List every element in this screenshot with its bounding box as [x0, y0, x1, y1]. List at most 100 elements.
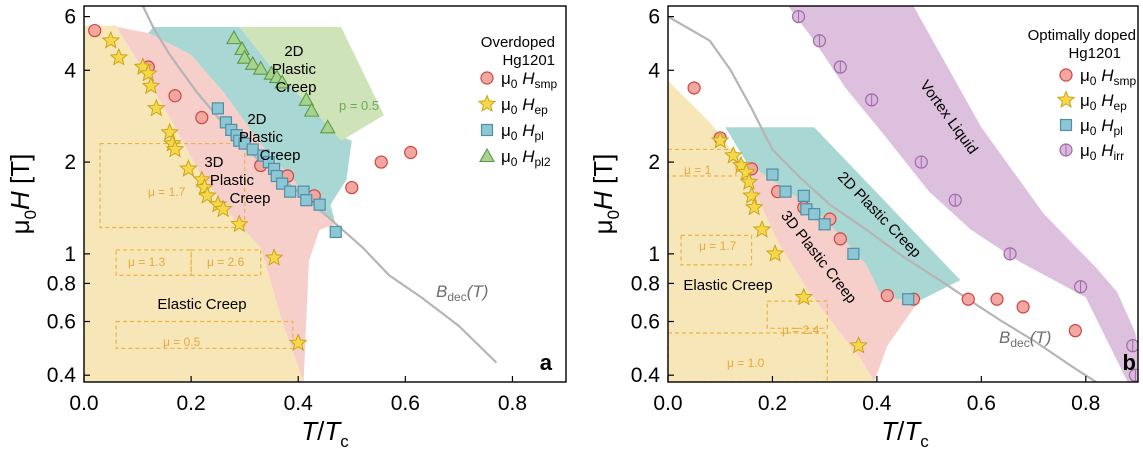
- panel-label-a: a: [540, 350, 553, 375]
- point-a-pl-15: [313, 198, 326, 211]
- x-tick-label-0.8: 0.8: [1071, 392, 1100, 415]
- point-b-pl-2: [797, 189, 810, 202]
- y-tick-label-6: 6: [64, 6, 76, 29]
- point-b-irr-4: [914, 155, 928, 169]
- x-tick-label-0.0: 0.0: [69, 392, 98, 415]
- point-a-smp-8: [374, 155, 388, 169]
- y-tick-label-2: 2: [64, 151, 76, 174]
- legend-label-pl2: μ0 Hpl2: [501, 147, 551, 169]
- point-a-pl2-7: [274, 74, 291, 89]
- region-elastic-a: [84, 25, 304, 382]
- legend-marker-ep: [477, 94, 497, 112]
- region-2d-pl2-a: [239, 26, 384, 141]
- legend-label-irr: μ0 Hirr: [1080, 141, 1124, 163]
- point-b-pl-6: [847, 247, 860, 260]
- mu-box-a-2: [190, 249, 262, 276]
- point-b-smp-9: [961, 292, 975, 306]
- annotation-mu13-a: μ = 1.3: [128, 255, 166, 269]
- point-a-pl-11: [276, 177, 289, 190]
- mu-box-b-2: [766, 300, 828, 329]
- point-a-pl2-10: [319, 119, 336, 134]
- point-b-pl-4: [808, 208, 821, 221]
- legend-marker-irr: [1059, 143, 1073, 157]
- region-label-3d-a: 3D Plastic Creep: [204, 154, 270, 207]
- ticks-b: 0.0 0.2 0.4 0.6 0.8 0.4 0.6 0.8 1 2 4 6: [631, 6, 1101, 415]
- y-axis-label-b: μ0H [T]: [588, 154, 623, 235]
- y-tick-label-4: 4: [648, 59, 660, 82]
- ticks-a: 0.0 0.2 0.4 0.6 0.8 0.4 0.6 0.8 1 2 4 6: [47, 6, 527, 415]
- x-tick-label-0.8: 0.8: [498, 392, 527, 415]
- point-a-smp-2: [168, 89, 182, 103]
- y-tick-label-1: 1: [64, 243, 76, 266]
- point-a-pl-12: [284, 185, 297, 198]
- point-b-irr-6: [1003, 247, 1017, 261]
- legend-title-a-line2: Hg1201: [502, 52, 555, 69]
- legend-label-pl: μ0 Hpl: [501, 121, 544, 143]
- panel-label-b: b: [1123, 350, 1136, 375]
- point-a-ep-15: [229, 214, 249, 233]
- legend-marker-pl2: [479, 147, 495, 163]
- point-a-smp-9: [404, 145, 418, 160]
- annotation-mu05-a: μ = 0.5: [163, 335, 201, 349]
- legend-b: μ0 Hsmp μ0 Hep μ0 Hpl μ0 Hirr: [1056, 66, 1136, 163]
- point-a-pl-14: [300, 194, 313, 207]
- point-a-pl2-2: [236, 49, 253, 64]
- point-b-smp-6: [833, 232, 847, 246]
- annotation-mu17-a: μ = 1.7: [148, 185, 186, 199]
- point-b-smp-12: [1068, 324, 1082, 338]
- y-tick-label-0.8: 0.8: [47, 272, 76, 295]
- region-label-elastic-b: Elastic Creep: [683, 277, 772, 294]
- x-tick-label-0.0: 0.0: [653, 392, 682, 415]
- point-b-ep-1: [723, 145, 743, 164]
- y-tick-label-2: 2: [648, 151, 660, 174]
- markers-a: [88, 23, 418, 351]
- point-b-pl-0: [766, 168, 779, 181]
- point-b-smp-10: [990, 292, 1004, 306]
- point-b-ep-8: [765, 244, 785, 262]
- legend-label-ep: μ0 Hep: [1080, 91, 1127, 113]
- point-b-ep-6: [744, 197, 764, 216]
- point-a-pl2-4: [252, 60, 269, 75]
- point-b-irr-2: [833, 60, 847, 74]
- point-a-smp-3: [195, 110, 209, 125]
- y-tick-label-0.6: 0.6: [631, 311, 660, 334]
- point-b-irr-7: [1073, 280, 1088, 294]
- axes-frame-a: [83, 5, 567, 383]
- x-tick-label-0.4: 0.4: [862, 392, 892, 415]
- legend-a: μ0 Hsmp μ0 Hep μ0 Hpl μ0 Hpl2: [477, 69, 557, 169]
- point-b-smp-7: [880, 288, 894, 303]
- point-b-ep-5: [742, 185, 761, 204]
- x-tick-label-0.6: 0.6: [967, 392, 996, 415]
- region-label-2d-pl-a: 2D Plastic Creep: [239, 111, 301, 164]
- regions-b: [668, 6, 1138, 382]
- legend-marker-pl: [480, 123, 494, 137]
- mu-box-b-1: [680, 234, 753, 266]
- annotation-mu26-a: μ = 2.6: [207, 255, 245, 269]
- legend-label-smp: μ0 Hsmp: [501, 69, 557, 91]
- point-a-smp-7: [345, 180, 359, 195]
- annotation-p05: p = 0.5: [339, 98, 379, 113]
- y-tick-label-0.4: 0.4: [47, 364, 77, 387]
- x-tick-label-0.4: 0.4: [284, 392, 314, 415]
- point-a-ep-17: [288, 333, 308, 351]
- annotation-mu1-b: μ = 1: [684, 163, 712, 177]
- legend-marker-smp: [1059, 68, 1073, 82]
- legend-label-ep: μ0 Hep: [501, 95, 548, 117]
- y-tick-label-6: 6: [648, 6, 660, 29]
- point-b-irr-0: [791, 9, 806, 24]
- point-a-smp-0: [88, 23, 102, 38]
- legend-marker-pl: [1059, 118, 1073, 132]
- point-a-pl-6: [246, 143, 259, 156]
- point-a-ep-12: [197, 185, 217, 204]
- mu-box-a-3: [115, 320, 294, 349]
- panel-b: Vortex Liquid 2D Plastic Creep 3D Plasti…: [588, 5, 1139, 451]
- point-b-pl-1: [779, 185, 792, 198]
- point-a-ep-14: [213, 199, 233, 218]
- region-3d-b: [715, 143, 919, 382]
- point-a-pl2-8: [298, 91, 315, 106]
- point-b-pl-5: [818, 218, 831, 231]
- point-a-ep-3: [138, 63, 158, 82]
- point-a-ep-16: [264, 248, 284, 266]
- legend-title-b-line2: Hg1201: [1068, 45, 1121, 62]
- point-b-irr-3: [865, 93, 879, 107]
